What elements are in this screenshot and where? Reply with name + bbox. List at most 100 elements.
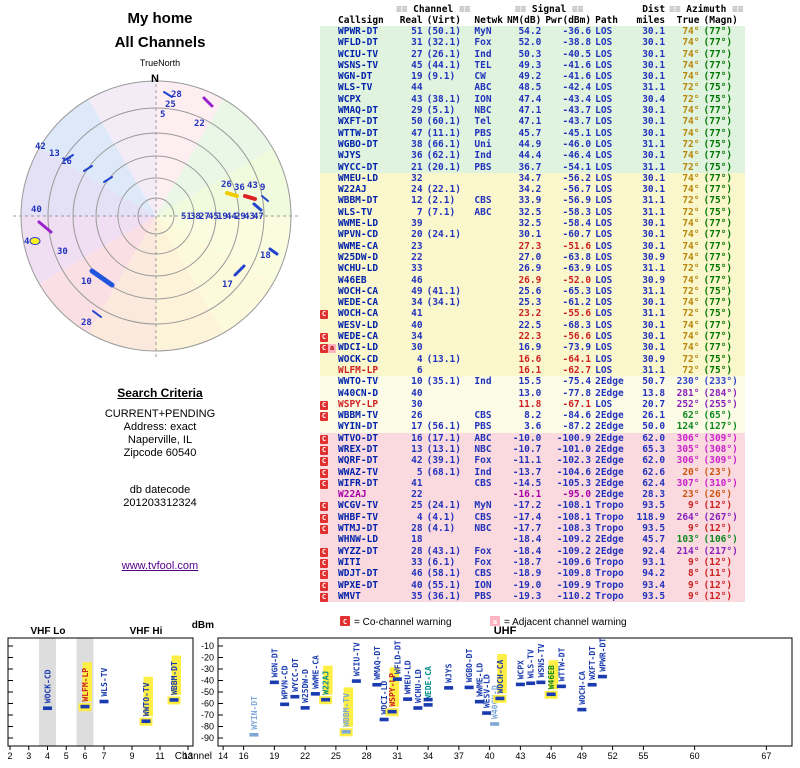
station-label: WOCH-CA bbox=[496, 660, 505, 694]
callsign-link[interactable]: WMAQ-DT bbox=[338, 105, 379, 117]
callsign-link[interactable]: W22AJ bbox=[338, 489, 367, 501]
real-channel: 36 bbox=[411, 150, 423, 162]
callsign-link[interactable]: WBBM-DT bbox=[338, 195, 379, 207]
callsign-link[interactable]: WESV-LD bbox=[338, 319, 379, 331]
power-dbm: -100.9 bbox=[556, 432, 592, 444]
callsign-link[interactable]: W22AJ bbox=[338, 184, 367, 196]
real-channel: 29 bbox=[411, 105, 423, 117]
callsign-link[interactable]: WHNW-LD bbox=[338, 534, 379, 546]
real-channel: 50 bbox=[411, 116, 423, 128]
callsign-link[interactable]: WYCC-DT bbox=[338, 161, 379, 173]
callsign-link[interactable]: WPXE-DT bbox=[338, 579, 379, 591]
table-row: WMAQ-DT 29 (5.1) NBC 47.1 -43.7 LOS 30.1 74° (77°… bbox=[320, 105, 746, 117]
callsign-link[interactable]: WGBO-DT bbox=[338, 138, 379, 150]
noise-margin: -16.1 bbox=[512, 489, 542, 501]
signal-strength-chart: C = Co-channel warning a = Adjacent channel… bbox=[7, 616, 793, 762]
x-tick-label: 3 bbox=[26, 751, 31, 761]
callsign-link[interactable]: WCPX bbox=[338, 93, 361, 105]
callsign-link[interactable]: WOCH-CA bbox=[338, 285, 379, 297]
callsign-link[interactable]: WITI bbox=[338, 556, 361, 568]
warning-marker-cell: C bbox=[320, 478, 336, 489]
callsign-link[interactable]: WCIU-TV bbox=[338, 48, 379, 60]
tvfool-link[interactable]: www.tvfool.com bbox=[121, 560, 199, 572]
noise-margin: 49.2 bbox=[518, 71, 542, 83]
callsign-link[interactable]: WCHU-LD bbox=[338, 263, 379, 275]
callsign-link[interactable]: WWAZ-TV bbox=[338, 466, 379, 478]
callsign-link[interactable]: WTMJ-DT bbox=[338, 523, 379, 535]
distance-miles: 65.3 bbox=[642, 443, 666, 455]
power-dbm: -43.7 bbox=[562, 116, 592, 128]
callsign-link[interactable]: WDJT-DT bbox=[338, 568, 379, 580]
virtual-channel bbox=[425, 342, 473, 353]
virtual-channel: (20.1) bbox=[426, 161, 461, 173]
virtual-channel bbox=[425, 320, 473, 331]
callsign-link[interactable]: WPVN-CD bbox=[338, 229, 379, 241]
label-highlight bbox=[143, 676, 153, 717]
col-miles: miles bbox=[636, 15, 666, 26]
station-label: WGBO-DT bbox=[465, 649, 474, 683]
callsign-link[interactable]: WTVO-DT bbox=[338, 432, 379, 444]
network bbox=[472, 275, 505, 286]
station-label: WLFM-LP bbox=[81, 668, 90, 702]
callsign-link[interactable]: WOCK-CD bbox=[338, 353, 379, 365]
callsign-link[interactable]: WTTW-DT bbox=[338, 127, 379, 139]
path-type: 2Edge bbox=[595, 421, 624, 433]
virtual-channel bbox=[425, 241, 473, 252]
virtual-channel bbox=[425, 82, 473, 93]
azimuth-true: 74° bbox=[682, 71, 700, 83]
azimuth-true: 306° bbox=[676, 432, 700, 444]
callsign-link[interactable]: WLS-TV bbox=[338, 206, 373, 218]
callsign-link[interactable]: WWME-LD bbox=[338, 218, 379, 230]
callsign-link[interactable]: W40CN-D bbox=[338, 387, 379, 399]
callsign-link[interactable]: WGN-DT bbox=[338, 71, 373, 83]
callsign-link[interactable]: WDCI-LD bbox=[338, 342, 379, 354]
callsign-link[interactable]: WWTO-TV bbox=[338, 376, 379, 388]
callsign-link[interactable]: WIFR-DT bbox=[338, 477, 379, 489]
callsign-link[interactable]: WMVT bbox=[338, 590, 361, 602]
azimuth-magnetic: (75°) bbox=[703, 263, 733, 275]
y-tick-label: -80 bbox=[201, 722, 214, 732]
table-row: C WMVT 35 (36.1) PBS -19.3 -110.2 Tropo 93.5 9° (1… bbox=[320, 590, 746, 603]
callsign-link[interactable]: WSNS-TV bbox=[338, 59, 379, 71]
table-row: WTTW-DT 47 (11.1) PBS 45.7 -45.1 LOS 30.1 74° (77… bbox=[320, 127, 746, 139]
callsign-link[interactable]: WFLD-DT bbox=[338, 37, 379, 49]
callsign-link[interactable]: WYZZ-DT bbox=[338, 545, 379, 557]
distance-miles: 31.1 bbox=[642, 364, 666, 376]
station-tick bbox=[37, 220, 53, 234]
distance-miles: 30.1 bbox=[642, 59, 666, 71]
callsign-link[interactable]: WSPY-LP bbox=[338, 398, 379, 410]
callsign-link[interactable]: WXFT-DT bbox=[338, 116, 379, 128]
distance-miles: 31.1 bbox=[642, 206, 666, 218]
callsign-link[interactable]: WCGV-TV bbox=[338, 500, 379, 512]
callsign-link[interactable]: WPWR-DT bbox=[338, 26, 379, 37]
group-header-signal: Signal bbox=[515, 4, 584, 15]
path-type: LOS bbox=[595, 161, 613, 173]
callsign-link[interactable]: W25DW-D bbox=[338, 251, 379, 263]
radar-channel-label: 43 bbox=[247, 181, 258, 191]
callsign-link[interactable]: WBBM-TV bbox=[338, 410, 379, 422]
virtual-channel: (56.1) bbox=[426, 421, 461, 433]
callsign-link[interactable]: WJYS bbox=[338, 150, 361, 162]
callsign-link[interactable]: WREX-DT bbox=[338, 443, 379, 455]
table-row: WWTO-TV 10 (35.1) Ind 15.5 -75.4 2Edge 50.7 230°… bbox=[320, 376, 746, 388]
callsign-link[interactable]: WEDE-CA bbox=[338, 331, 379, 343]
callsign-link[interactable]: WLS-TV bbox=[338, 82, 373, 94]
warning-marker-cell: C bbox=[320, 523, 336, 535]
callsign-link[interactable]: WLFM-LP bbox=[338, 364, 379, 376]
callsign-link[interactable]: WWME-CA bbox=[338, 240, 379, 252]
callsign-link[interactable]: WQRF-DT bbox=[338, 455, 379, 467]
callsign-link[interactable]: WHBF-TV bbox=[338, 511, 379, 523]
callsign-link[interactable]: WOCH-CA bbox=[338, 308, 379, 320]
x-tick-label: 5 bbox=[64, 751, 69, 761]
station-label: WWTO-TV bbox=[142, 682, 151, 716]
callsign-link[interactable]: WYIN-DT bbox=[338, 421, 379, 433]
network: TEL bbox=[474, 59, 492, 71]
callsign-link[interactable]: W46EB bbox=[338, 274, 367, 286]
callsign-link[interactable]: WMEU-LD bbox=[338, 172, 379, 184]
real-channel: 35 bbox=[411, 590, 423, 602]
azimuth-true: 74° bbox=[682, 127, 700, 139]
signal-bar bbox=[474, 699, 484, 704]
path-type: LOS bbox=[595, 26, 613, 37]
callsign-link[interactable]: WEDE-CA bbox=[338, 297, 379, 309]
